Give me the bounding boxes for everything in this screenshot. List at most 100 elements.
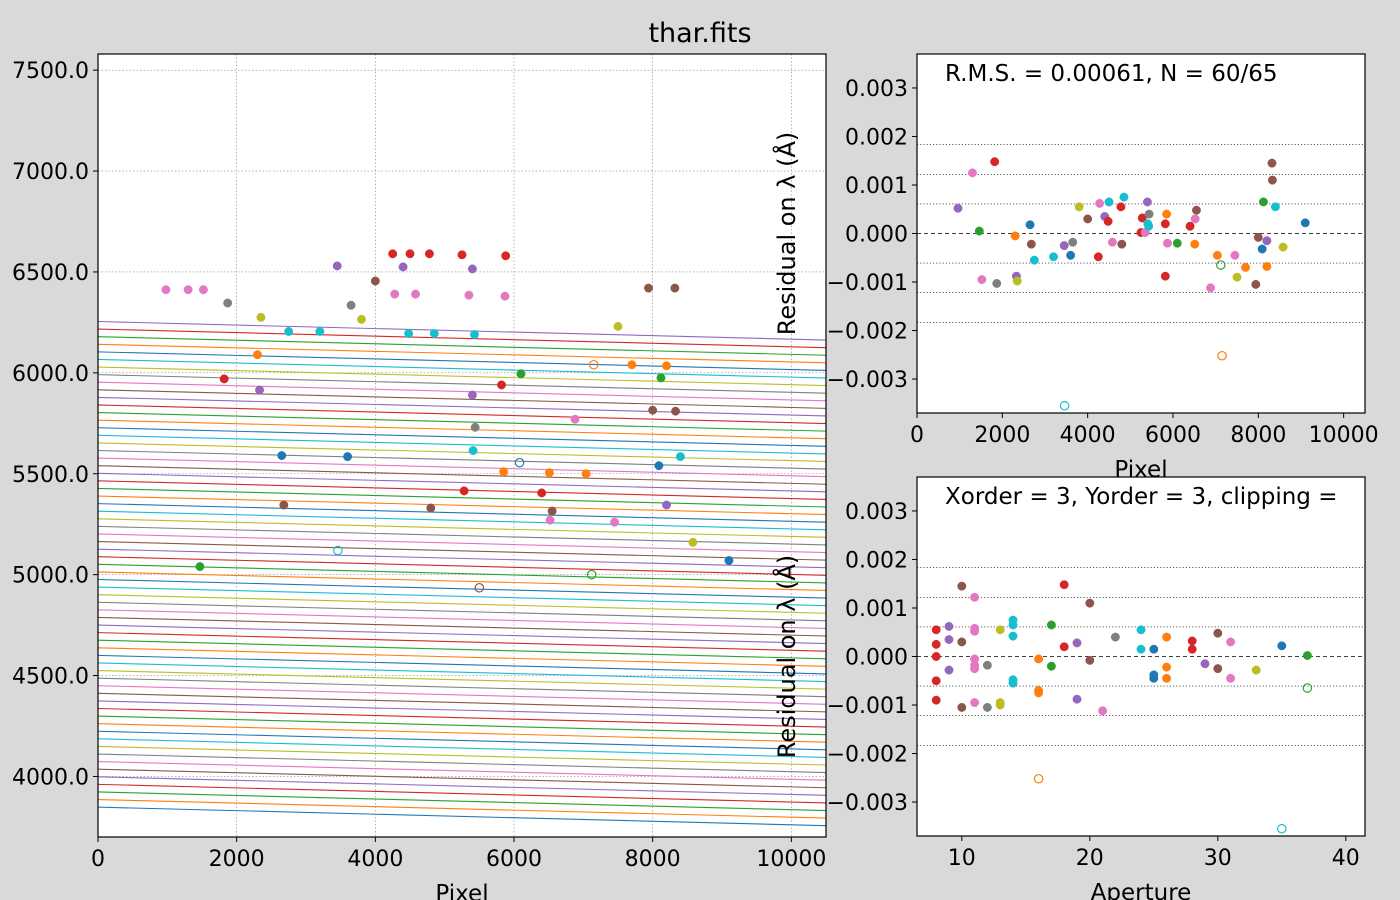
data-point bbox=[1192, 205, 1201, 215]
order-fit-line bbox=[98, 457, 826, 478]
data-point bbox=[1149, 673, 1159, 683]
data-point bbox=[1116, 202, 1126, 212]
data-point bbox=[1163, 238, 1172, 248]
data-point bbox=[1162, 632, 1172, 642]
data-point bbox=[499, 467, 509, 477]
data-point bbox=[1270, 202, 1280, 212]
order-fit-line bbox=[98, 442, 826, 463]
y-tick-label: 4000.0 bbox=[12, 765, 89, 790]
order-fit-line bbox=[98, 639, 826, 660]
data-point bbox=[1119, 192, 1129, 202]
x-tick-label: 10000 bbox=[1309, 423, 1379, 448]
data-point bbox=[411, 289, 420, 299]
data-point bbox=[405, 249, 415, 259]
data-point bbox=[982, 660, 992, 670]
data-point bbox=[931, 625, 941, 635]
data-point bbox=[1226, 673, 1236, 683]
data-point bbox=[992, 279, 1002, 288]
data-point bbox=[1110, 632, 1120, 642]
order-fit-line bbox=[98, 358, 826, 379]
y-tick-label: 0.002 bbox=[845, 548, 908, 573]
data-point bbox=[1278, 242, 1288, 252]
y-tick-label: 7000.0 bbox=[12, 160, 89, 185]
x-tick-label: 8000 bbox=[1230, 423, 1286, 448]
data-point bbox=[277, 451, 287, 461]
x-tick-label: 6000 bbox=[1145, 423, 1201, 448]
order-fit-line bbox=[98, 495, 826, 516]
data-point bbox=[1259, 197, 1268, 207]
data-point bbox=[931, 639, 941, 649]
x-tick-label: 2000 bbox=[209, 847, 265, 872]
order-fit-line bbox=[98, 677, 826, 698]
data-point bbox=[1104, 197, 1114, 207]
data-point bbox=[1241, 263, 1250, 272]
data-point bbox=[501, 251, 511, 261]
data-point bbox=[1059, 241, 1069, 251]
rejected-point bbox=[1277, 823, 1287, 834]
rejected-point bbox=[588, 359, 599, 370]
order-fit-line bbox=[98, 601, 826, 622]
order-fit-line bbox=[98, 419, 826, 440]
data-point bbox=[161, 285, 171, 295]
data-point bbox=[662, 361, 671, 371]
y-tick-label: 7500.0 bbox=[12, 59, 89, 84]
order-fit-line bbox=[98, 412, 826, 432]
order-fit-line bbox=[98, 768, 826, 789]
data-point bbox=[1046, 661, 1056, 671]
order-fit-line bbox=[98, 738, 826, 758]
order-fit-line bbox=[98, 374, 826, 394]
y-tick-label: −0.001 bbox=[827, 271, 908, 296]
data-point bbox=[675, 452, 685, 462]
data-point bbox=[1117, 239, 1127, 249]
order-fit-line bbox=[98, 525, 826, 546]
data-point bbox=[1098, 706, 1108, 716]
data-point bbox=[1200, 659, 1210, 669]
order-fit-line bbox=[98, 783, 826, 804]
y-tick-label: 5000.0 bbox=[12, 564, 89, 589]
order-fit-line bbox=[98, 563, 826, 584]
data-point bbox=[1107, 237, 1117, 247]
data-point bbox=[1095, 198, 1105, 208]
data-point bbox=[255, 385, 264, 395]
axes-frame bbox=[97, 53, 827, 838]
data-point bbox=[424, 249, 434, 259]
order-fit-line bbox=[98, 366, 826, 387]
x-tick-label: 0 bbox=[910, 423, 924, 448]
data-point bbox=[1277, 641, 1287, 651]
data-point bbox=[1142, 197, 1152, 207]
order-fit-line bbox=[98, 381, 826, 402]
data-point bbox=[970, 592, 980, 602]
data-point bbox=[1072, 694, 1082, 704]
order-fit-line bbox=[98, 761, 826, 781]
data-point bbox=[970, 698, 980, 708]
wavelength-fit-panel: 0 2000 4000 6000 8000 10000 4000.0 4500.0 5000.0… bbox=[12, 53, 827, 900]
y-tick-label: −0.003 bbox=[827, 368, 908, 393]
order-fit-line bbox=[98, 791, 826, 812]
data-point bbox=[944, 635, 954, 644]
data-point bbox=[1066, 250, 1076, 260]
order-fit-line bbox=[98, 503, 826, 523]
data-point bbox=[1267, 175, 1277, 185]
data-point bbox=[724, 556, 734, 565]
data-point bbox=[370, 276, 380, 286]
panel-annotation: Xorder = 3, Yorder = 3, clipping = bbox=[945, 484, 1337, 510]
data-point bbox=[1144, 209, 1154, 219]
order-fit-line bbox=[98, 616, 826, 637]
order-fit-line bbox=[98, 472, 826, 493]
data-point bbox=[931, 676, 941, 686]
data-point bbox=[388, 249, 398, 259]
data-point bbox=[470, 330, 479, 339]
data-point bbox=[1149, 644, 1159, 654]
data-point bbox=[1085, 655, 1095, 665]
data-point bbox=[1136, 644, 1146, 654]
rejected-point bbox=[586, 569, 597, 580]
order-fit-line bbox=[98, 586, 826, 607]
data-point bbox=[654, 461, 664, 471]
data-point bbox=[1012, 276, 1022, 286]
data-point bbox=[931, 652, 941, 661]
y-tick-label: 0.001 bbox=[845, 174, 908, 199]
data-point bbox=[944, 621, 954, 631]
data-point bbox=[1144, 221, 1154, 231]
data-point bbox=[1093, 252, 1103, 262]
y-tick-label: 5500.0 bbox=[12, 463, 89, 488]
